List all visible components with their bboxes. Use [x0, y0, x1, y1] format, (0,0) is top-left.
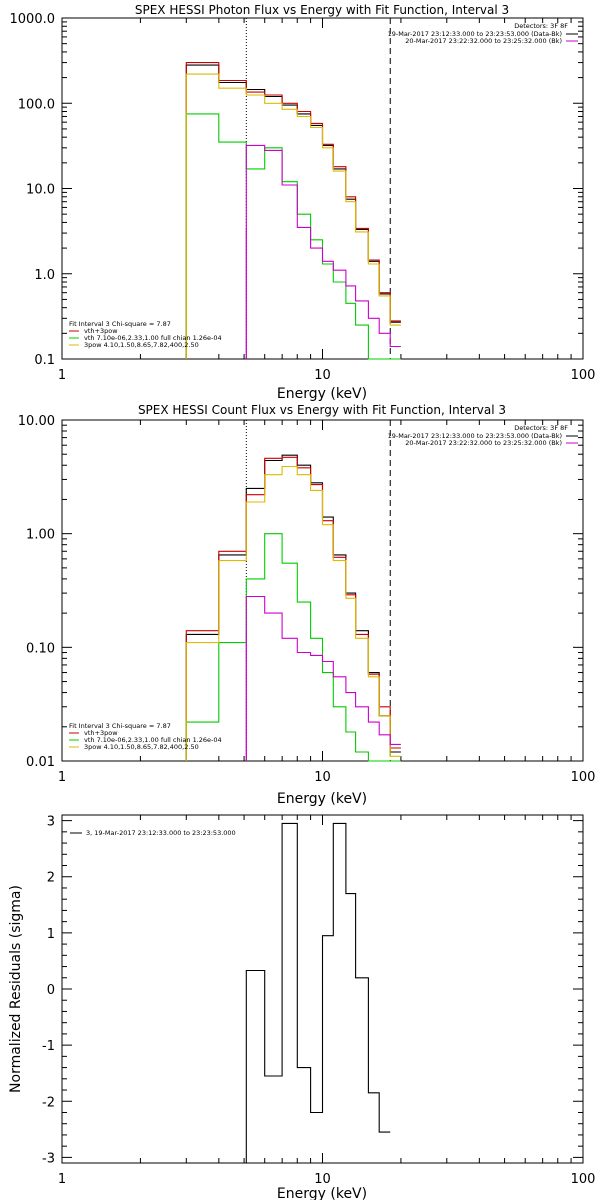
photon-flux-panel: SPEX HESSI Photon Flux vs Energy with Fi…	[10, 3, 596, 402]
count-flux-x-tick-label: 100	[571, 770, 596, 785]
photon-flux-series	[185, 62, 401, 360]
residuals-y-tick-label: 3	[47, 815, 55, 830]
count-flux-x-tick-label: 10	[314, 770, 331, 785]
photon-flux-y-tick-label: 10.0	[26, 183, 55, 198]
count-flux-y-tick-label: 0.10	[26, 641, 55, 656]
photon-flux-fit-legend-entry: 3pow 4.10,1.50,8.65,7.82,400,2.50	[84, 341, 199, 349]
photon-flux-y-tick-label: 100.0	[18, 97, 55, 112]
residuals-y-tick-label: 1	[47, 927, 55, 942]
residuals-y-tick-label: 0	[47, 983, 55, 998]
residuals-y-tick-label: -3	[42, 1151, 55, 1166]
photon-flux-legend-entry: 19-Mar-2017 23:12:33.000 to 23:23:53.000…	[388, 30, 562, 38]
residuals-x-tick-label: 100	[571, 1172, 596, 1187]
count-flux-legend-bottom: Fit Interval 3 Chi-square = 7.87vth+3pow…	[69, 722, 222, 751]
residuals-y-tick-label: -1	[42, 1039, 55, 1054]
count-flux-legend-header: Detectors: 3F 8F	[514, 424, 568, 432]
residuals-legend: 3, 19-Mar-2017 23:12:33.000 to 23:23:53.…	[70, 829, 236, 837]
residuals-x-tick-label: 10	[314, 1172, 331, 1187]
residuals-x-axis-label: Energy (keV)	[277, 1186, 367, 1200]
count-flux-yellow-3pow-fit-line	[185, 465, 401, 761]
count-flux-y-tick-label: 10.00	[18, 414, 55, 429]
count-flux-series	[185, 454, 401, 762]
count-flux-title: SPEX HESSI Count Flux vs Energy with Fit…	[138, 403, 506, 417]
photon-flux-y-tick-label: 1.0	[34, 268, 55, 283]
residuals-series	[245, 822, 391, 1163]
count-flux-panel: SPEX HESSI Count Flux vs Energy with Fit…	[18, 403, 596, 807]
residuals-residuals-line	[245, 822, 391, 1163]
count-flux-y-tick-label: 0.01	[26, 755, 55, 770]
count-flux-x-axis-label: Energy (keV)	[277, 791, 367, 807]
count-flux-y-tick-label: 1.00	[26, 528, 55, 543]
residuals-y-tick-label: -2	[42, 1095, 55, 1110]
count-flux-fit-legend-header: Fit Interval 3 Chi-square = 7.87	[69, 722, 171, 730]
residuals-panel: 1 10 100 -3 -2 -1 0 1 2 3 3, 19-Mar-2017 23:12:33…	[8, 814, 595, 1200]
count-flux-fit-legend-entry: vth 7.10e-06,2.33,1.00 full chian 1.26e-…	[84, 736, 222, 744]
photon-flux-y-tick-label: 1000.0	[10, 12, 56, 27]
photon-flux-plot-frame	[61, 17, 584, 360]
photon-flux-fit-legend-entry: vth 7.10e-06,2.33,1.00 full chian 1.26e-…	[84, 334, 222, 342]
residuals-y-tick-label: 2	[47, 871, 55, 886]
residuals-legend-entry: 3, 19-Mar-2017 23:12:33.000 to 23:23:53.…	[86, 829, 236, 837]
residuals-x-tick-label: 1	[58, 1172, 66, 1187]
photon-flux-x-axis-label: Energy (keV)	[277, 386, 367, 402]
photon-flux-fit-legend-header: Fit Interval 3 Chi-square = 7.87	[69, 320, 171, 328]
count-flux-legend-entry: 20-Mar-2017 23:22:32.000 to 23:25:32.000…	[405, 439, 562, 447]
photon-flux-title: SPEX HESSI Photon Flux vs Energy with Fi…	[135, 3, 509, 17]
count-flux-ticks: 1 10 100 0.01 0.10 1.00 10.00	[18, 414, 596, 785]
photon-flux-fit-legend-entry: vth+3pow	[84, 327, 118, 335]
count-flux-fit-legend-entry: 3pow 4.10,1.50,8.65,7.82,400,2.50	[84, 743, 199, 751]
photon-flux-yellow-3pow-fit-line	[185, 73, 401, 359]
residuals-ticks: 1 10 100 -3 -2 -1 0 1 2 3	[42, 815, 595, 1187]
count-flux-fit-legend-entry: vth+3pow	[84, 729, 118, 737]
photon-flux-x-tick-label: 10	[314, 368, 331, 383]
photon-flux-legend-entry: 20-Mar-2017 23:22:32.000 to 23:25:32.000…	[405, 37, 562, 45]
count-flux-plot-frame	[61, 419, 584, 762]
photon-flux-legend-header: Detectors: 3F 8F	[514, 22, 568, 30]
count-flux-x-tick-label: 1	[58, 770, 66, 785]
photon-flux-y-tick-label: 0.1	[34, 353, 55, 368]
count-flux-legend-entry: 19-Mar-2017 23:12:33.000 to 23:23:53.000…	[388, 432, 562, 440]
photon-flux-x-tick-label: 1	[58, 368, 66, 383]
photon-flux-magenta-background-line	[245, 144, 401, 359]
residuals-y-axis-label: Normalized Residuals (sigma)	[8, 885, 24, 1093]
photon-flux-legend-bottom: Fit Interval 3 Chi-square = 7.87vth+3pow…	[69, 320, 222, 349]
photon-flux-ticks: 1 10 100 0.1 1.0 10.0 100.0 1000.0	[10, 12, 596, 383]
photon-flux-x-tick-label: 100	[571, 368, 596, 383]
count-flux-magenta-background-line	[245, 595, 401, 761]
